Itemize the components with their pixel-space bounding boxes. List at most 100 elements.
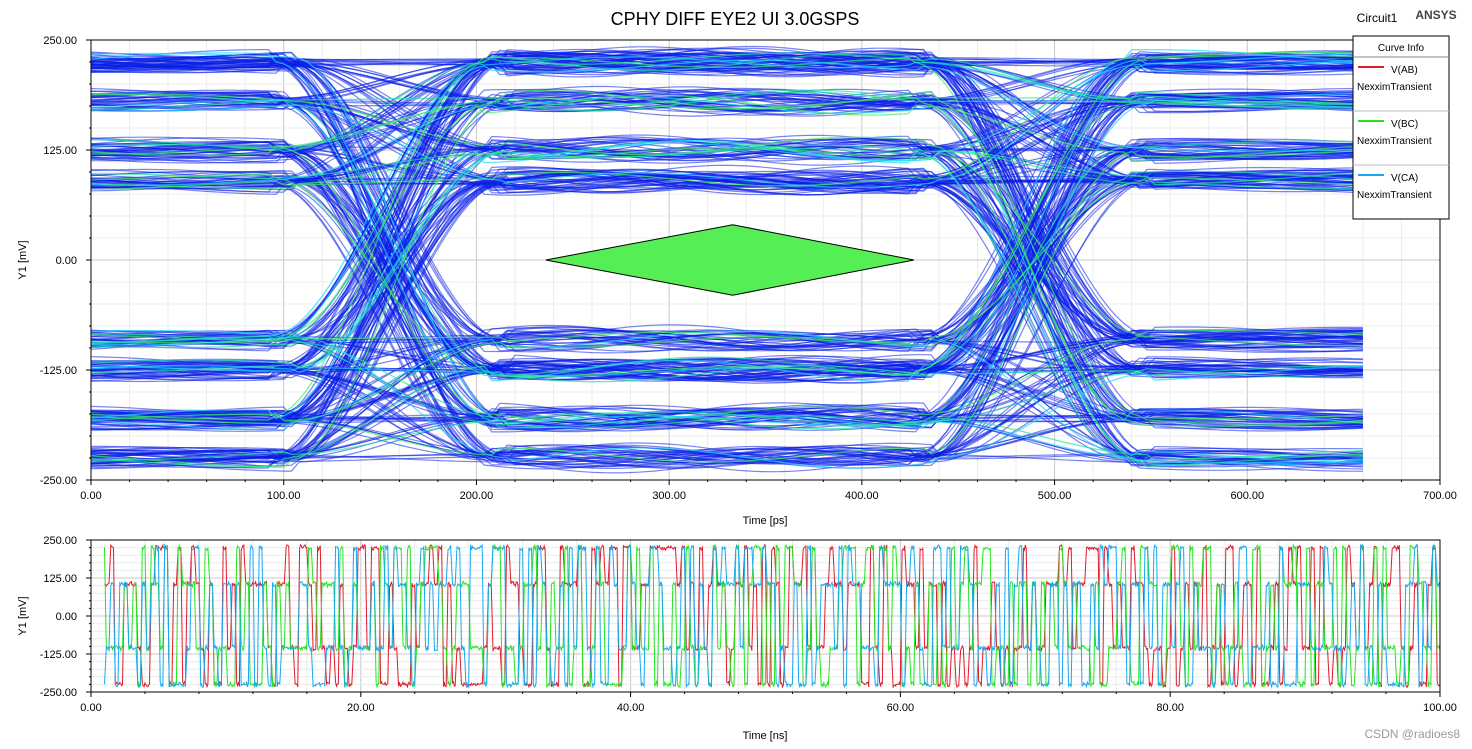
eye-trace xyxy=(90,173,1363,340)
eye-trace-dense xyxy=(90,59,1363,345)
legend-entry-name: V(AB) xyxy=(1391,65,1418,76)
transient-x-tick-label: 60.00 xyxy=(887,702,915,714)
eye-trace-dense xyxy=(90,139,1363,424)
eye-x-tick-label: 500.00 xyxy=(1038,490,1072,502)
eye-trace-dense xyxy=(90,56,1363,336)
eye-trace-dense xyxy=(90,336,1363,469)
eye-traces xyxy=(90,45,1363,474)
eye-x-axis: 0.00 100.00 200.00 300.00 400.00 500.00 600.00… xyxy=(80,480,1457,502)
eye-x-tick-label: 200.00 xyxy=(460,490,494,502)
eye-trace xyxy=(90,171,1363,461)
eye-x-tick-label: 100.00 xyxy=(267,490,301,502)
legend-entry-name: V(CA) xyxy=(1391,173,1418,184)
eye-trace xyxy=(90,329,1363,466)
eye-trace-dense xyxy=(90,91,1363,151)
eye-y-tick-label: 250.00 xyxy=(43,35,77,47)
eye-y-tick-label: -250.00 xyxy=(40,475,77,487)
eye-trace-dense xyxy=(90,49,1363,383)
eye-y-axis: 250.00 125.00 0.00 -125.00 -250.00 xyxy=(40,35,91,487)
legend-entry-source: NexximTransient xyxy=(1357,82,1432,93)
transient-x-tick-label: 0.00 xyxy=(80,702,101,714)
eye-trace-dense xyxy=(90,99,1363,383)
legend-title: Curve Info xyxy=(1378,43,1425,54)
eye-x-axis-label: Time [ps] xyxy=(743,515,788,527)
eye-trace xyxy=(90,59,1363,421)
eye-y-tick-label: -125.00 xyxy=(40,365,77,377)
eye-trace-dense xyxy=(91,364,1363,462)
legend-entry-name: V(BC) xyxy=(1391,119,1418,130)
eye-trace xyxy=(90,178,1363,371)
transient-x-tick-label: 40.00 xyxy=(617,702,645,714)
eye-trace-dense xyxy=(90,97,1363,427)
transient-y-tick-label: -250.00 xyxy=(40,687,77,699)
eye-trace-dense xyxy=(90,90,1363,469)
eye-y-tick-label: 0.00 xyxy=(56,255,77,267)
eye-y-axis-label: Y1 [mV] xyxy=(17,240,29,279)
transient-series-vca xyxy=(104,543,1441,689)
eye-trace-dense xyxy=(90,51,1363,191)
transient-plot[interactable] xyxy=(90,539,1441,693)
eye-x-tick-label: 700.00 xyxy=(1423,490,1457,502)
eye-trace-dense xyxy=(90,52,1363,153)
eye-trace-dense xyxy=(90,56,1363,421)
eye-trace-dense xyxy=(91,144,1363,373)
transient-x-tick-label: 80.00 xyxy=(1156,702,1184,714)
transient-y-axis: 250.00 125.00 0.00 -125.00 -250.00 xyxy=(40,535,91,699)
eye-trace-dense xyxy=(90,170,1363,467)
transient-x-axis-label: Time [ns] xyxy=(743,730,788,742)
eye-trace-dense xyxy=(90,146,1363,336)
transient-x-tick-label: 100.00 xyxy=(1423,702,1457,714)
eye-trace-dense xyxy=(90,99,1363,464)
chart-title: CPHY DIFF EYE2 UI 3.0GSPS xyxy=(611,9,860,29)
eye-x-tick-label: 0.00 xyxy=(80,490,101,502)
eye-trace xyxy=(90,51,1363,113)
eye-trace xyxy=(90,169,1363,367)
eye-trace xyxy=(90,52,1363,187)
eye-y-tick-label: 125.00 xyxy=(43,145,77,157)
ansys-logo: ANSYS xyxy=(1415,8,1456,22)
eye-trace xyxy=(90,95,1363,352)
eye-trace xyxy=(90,140,1363,466)
eye-trace-dense xyxy=(90,94,1363,161)
eye-trace-dense xyxy=(90,52,1363,344)
legend-entry-vca[interactable]: V(CA) NexximTransient xyxy=(1357,173,1432,201)
watermark: CSDN @radioes8 xyxy=(1364,727,1460,741)
eye-x-tick-label: 600.00 xyxy=(1230,490,1264,502)
eye-trace xyxy=(90,91,1363,459)
transient-x-tick-label: 20.00 xyxy=(347,702,375,714)
eye-trace xyxy=(90,145,1363,427)
eye-trace-dense xyxy=(90,59,1363,373)
eye-trace-dense xyxy=(91,145,1363,423)
eye-trace-dense xyxy=(90,148,1363,462)
transient-y-tick-label: 250.00 xyxy=(43,535,77,547)
eye-x-tick-label: 400.00 xyxy=(845,490,879,502)
eye-trace-dense xyxy=(90,330,1363,467)
transient-y-tick-label: -125.00 xyxy=(40,649,77,661)
transient-series-vab xyxy=(104,543,1441,689)
transient-y-axis-label: Y1 [mV] xyxy=(17,596,29,635)
legend-entry-vbc[interactable]: V(BC) NexximTransient xyxy=(1357,119,1432,147)
transient-y-tick-label: 125.00 xyxy=(43,573,77,585)
design-name: Circuit1 xyxy=(1357,11,1398,25)
legend-entry-vab[interactable]: V(AB) NexximTransient xyxy=(1357,65,1432,93)
eye-trace xyxy=(90,92,1363,384)
transient-traces xyxy=(104,543,1441,689)
eye-trace xyxy=(90,57,1363,382)
legend-entry-source: NexximTransient xyxy=(1357,136,1432,147)
eye-trace xyxy=(90,65,1363,430)
eye-trace-dense xyxy=(90,54,1363,425)
eye-trace-dense xyxy=(90,177,1363,344)
legend[interactable]: Curve Info V(AB) NexximTransient V(BC) N… xyxy=(1352,35,1450,220)
eye-trace-dense xyxy=(90,140,1363,429)
transient-x-axis: 0.00 20.00 40.00 60.00 80.00 100.00 xyxy=(80,692,1457,714)
eye-trace-dense xyxy=(90,93,1363,468)
eye-mask xyxy=(545,224,914,296)
eye-trace xyxy=(90,339,1363,429)
transient-y-tick-label: 0.00 xyxy=(56,611,77,623)
eye-trace-dense xyxy=(90,89,1363,107)
eye-diagram-plot[interactable] xyxy=(90,39,1441,481)
eye-trace-dense xyxy=(90,60,1363,378)
legend-entry-source: NexximTransient xyxy=(1357,190,1432,201)
eye-x-tick-label: 300.00 xyxy=(652,490,686,502)
